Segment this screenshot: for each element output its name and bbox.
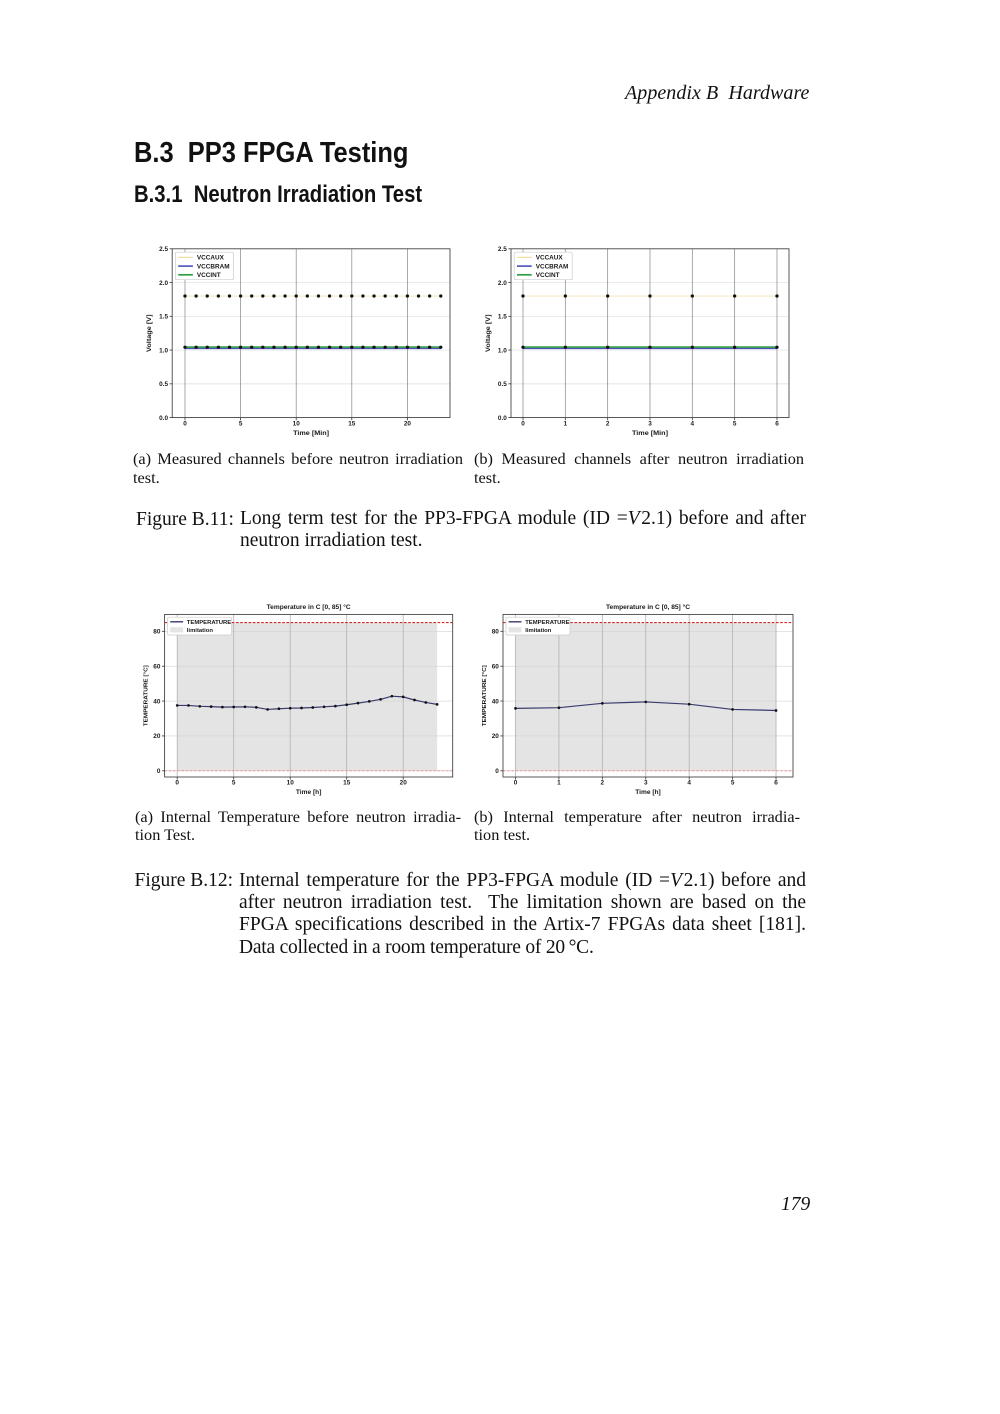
svg-text:1: 1 — [557, 780, 561, 787]
svg-text:1.5: 1.5 — [498, 314, 507, 321]
svg-text:VCCINT: VCCINT — [536, 272, 560, 279]
svg-text:0: 0 — [183, 420, 187, 427]
svg-text:VCCBRAM: VCCBRAM — [536, 263, 569, 270]
svg-text:TEMPERATURE [°C]: TEMPERATURE [°C] — [482, 665, 488, 726]
svg-text:40: 40 — [492, 698, 500, 705]
svg-text:0: 0 — [514, 780, 518, 787]
svg-text:1.5: 1.5 — [159, 314, 168, 321]
svg-text:0: 0 — [157, 768, 161, 775]
svg-text:TEMPERATURE: TEMPERATURE — [187, 620, 231, 626]
svg-text:limitation: limitation — [525, 628, 552, 634]
svg-text:Voltage [V]: Voltage [V] — [146, 314, 153, 352]
svg-text:0: 0 — [521, 420, 525, 427]
svg-text:15: 15 — [343, 780, 351, 787]
svg-text:VCCBRAM: VCCBRAM — [197, 263, 230, 270]
svg-text:Temperature in C [0, 85] °C: Temperature in C [0, 85] °C — [267, 603, 351, 611]
svg-text:40: 40 — [153, 698, 161, 705]
svg-text:5: 5 — [239, 420, 243, 427]
svg-text:20: 20 — [153, 733, 161, 740]
svg-text:1.0: 1.0 — [159, 347, 168, 354]
svg-text:15: 15 — [348, 420, 356, 427]
svg-text:5: 5 — [232, 780, 236, 787]
svg-text:80: 80 — [153, 629, 161, 636]
svg-text:2.0: 2.0 — [498, 280, 507, 287]
svg-text:2.5: 2.5 — [159, 246, 168, 253]
svg-text:4: 4 — [691, 420, 695, 427]
svg-text:5: 5 — [731, 780, 735, 787]
svg-text:20: 20 — [400, 780, 408, 787]
svg-text:limitation: limitation — [187, 628, 214, 634]
svg-text:0: 0 — [495, 768, 499, 775]
svg-text:5: 5 — [733, 420, 737, 427]
svg-text:0: 0 — [175, 780, 179, 787]
svg-text:0.5: 0.5 — [159, 381, 168, 388]
svg-text:2: 2 — [601, 780, 605, 787]
svg-text:3: 3 — [644, 780, 648, 787]
svg-text:1.0: 1.0 — [498, 347, 507, 354]
svg-text:TEMPERATURE [°C]: TEMPERATURE [°C] — [144, 665, 150, 726]
svg-text:2.5: 2.5 — [498, 246, 507, 253]
svg-text:2.0: 2.0 — [159, 280, 168, 287]
svg-text:4: 4 — [687, 780, 691, 787]
svg-text:Time [h]: Time [h] — [635, 789, 661, 796]
svg-text:6: 6 — [775, 420, 779, 427]
svg-text:Temperature in C [0, 85] °C: Temperature in C [0, 85] °C — [606, 603, 690, 611]
svg-text:10: 10 — [287, 780, 295, 787]
svg-text:Time [Min]: Time [Min] — [293, 430, 329, 437]
svg-text:VCCAUX: VCCAUX — [197, 255, 225, 262]
svg-text:0.0: 0.0 — [159, 415, 168, 422]
svg-text:60: 60 — [153, 663, 161, 670]
svg-text:20: 20 — [492, 733, 500, 740]
svg-text:Voltage [V]: Voltage [V] — [485, 314, 492, 352]
svg-text:1: 1 — [564, 420, 568, 427]
svg-text:0.0: 0.0 — [498, 415, 507, 422]
svg-text:Time [Min]: Time [Min] — [632, 430, 668, 437]
svg-text:3: 3 — [648, 420, 652, 427]
svg-text:VCCAUX: VCCAUX — [536, 255, 564, 262]
svg-text:2: 2 — [606, 420, 610, 427]
svg-text:VCCINT: VCCINT — [197, 272, 221, 279]
svg-text:10: 10 — [293, 420, 301, 427]
svg-text:TEMPERATURE: TEMPERATURE — [525, 620, 569, 626]
svg-text:20: 20 — [404, 420, 412, 427]
svg-text:0.5: 0.5 — [498, 381, 507, 388]
svg-text:60: 60 — [492, 663, 500, 670]
svg-text:80: 80 — [492, 629, 500, 636]
svg-text:Time [h]: Time [h] — [296, 789, 322, 796]
svg-text:6: 6 — [774, 780, 778, 787]
